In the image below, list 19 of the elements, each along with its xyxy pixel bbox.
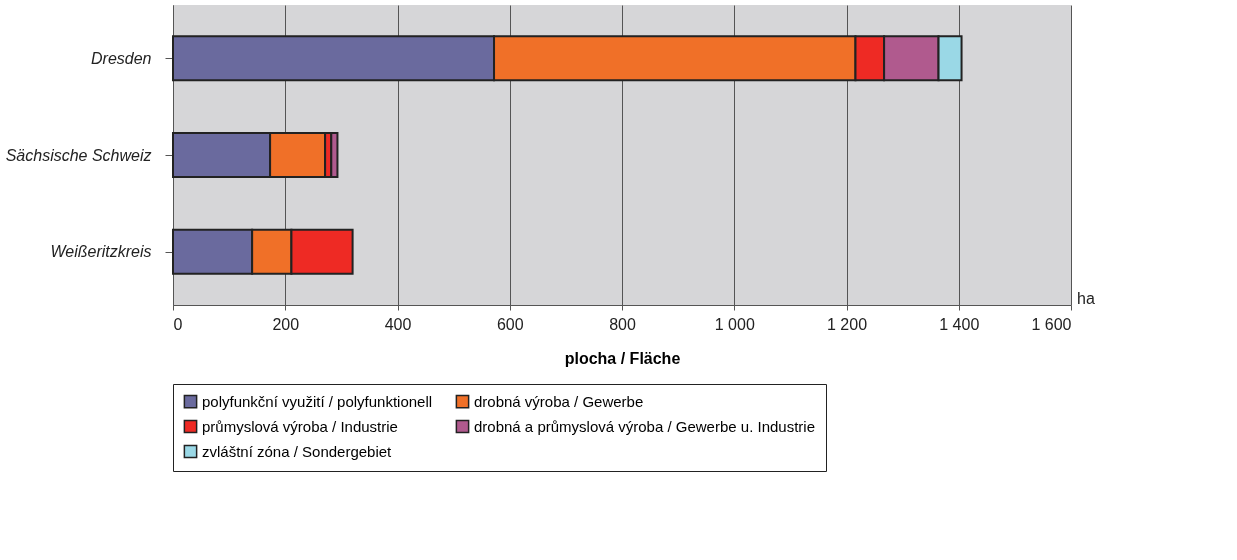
y-tick-label: Dresden (91, 49, 152, 67)
x-tick-label: 0 (173, 315, 183, 333)
x-axis-title: plocha / Fläche (564, 349, 681, 367)
legend-label: průmyslová výroba / Industrie (202, 417, 398, 435)
x-tick-label: 1 200 (826, 315, 868, 333)
y-tick-label: Sächsische Schweiz (5, 146, 152, 164)
x-tick-label: 1 000 (714, 315, 755, 333)
x-tick-label: 600 (496, 315, 524, 333)
x-tick-label: 800 (609, 315, 636, 333)
text: ha (1077, 290, 1095, 307)
y-tick-label: Weißeritzkreis (50, 243, 152, 261)
legend-label: drobná a průmyslová výroba / Gewerbe u. Industrie (474, 417, 816, 435)
x-tick-label: 1 400 (939, 315, 980, 333)
legend-label: zvláštní zóna / Sondergebiet (202, 442, 393, 460)
legend-label: drobná výroba / Gewerbe (474, 392, 644, 410)
x-tick-label: 1 600 (1031, 315, 1072, 333)
x-tick-label: 400 (384, 315, 412, 333)
legend-label: polyfunkční využití / polyfunktionell (202, 392, 433, 410)
x-tick-label: 200 (272, 315, 300, 333)
